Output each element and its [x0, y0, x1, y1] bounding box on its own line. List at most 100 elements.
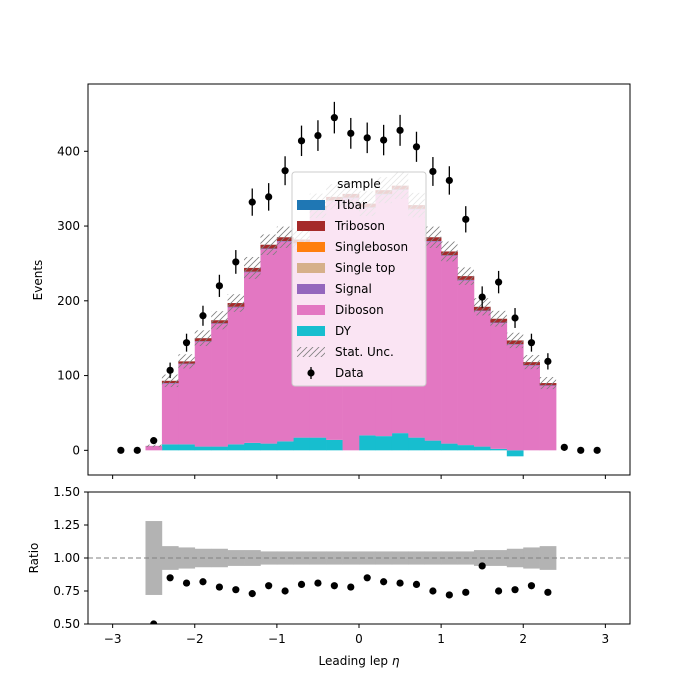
bar	[473, 311, 491, 447]
data-point	[314, 131, 322, 140]
data-point	[495, 278, 503, 286]
bar	[523, 365, 540, 451]
ratio-x-ticks: −3 −2 −1 0 1 2 3	[104, 624, 609, 646]
legend-swatch	[297, 326, 325, 336]
bar	[145, 445, 163, 451]
legend-item: Singleboson	[297, 240, 408, 254]
legend-item: Signal	[297, 282, 372, 296]
legend-swatch	[297, 221, 325, 231]
stat-unc-band	[161, 374, 179, 388]
legend-item: Ttbar	[297, 198, 367, 212]
legend-label: Single top	[335, 261, 395, 275]
x-tick-label: 3	[602, 632, 610, 646]
x-tick-label: 1	[437, 632, 445, 646]
y-tick-label: 400	[57, 144, 80, 158]
ratio-unc-band	[293, 551, 311, 565]
main-x-ticks	[112, 475, 606, 479]
data-point	[166, 366, 174, 374]
ratio-points	[150, 562, 552, 624]
x-axis-label-text: Leading lep	[319, 654, 392, 668]
ratio-point	[462, 588, 470, 596]
bar	[326, 439, 343, 451]
ratio-point	[297, 580, 306, 589]
bar	[506, 344, 524, 451]
bar	[178, 444, 196, 451]
data-point	[150, 437, 158, 445]
data-point	[462, 215, 470, 223]
stat-unc-band	[539, 376, 557, 390]
data-point	[199, 312, 207, 320]
stat-unc-band	[457, 267, 474, 285]
y-tick-label: 0.75	[53, 584, 80, 598]
legend-item: Stat. Unc.	[297, 345, 394, 359]
bar	[457, 280, 475, 446]
bar	[227, 444, 245, 451]
stat-unc-band	[260, 234, 277, 256]
data-points	[117, 101, 601, 454]
data-point	[265, 193, 273, 201]
ratio-point	[478, 562, 486, 570]
legend-item: Data	[307, 366, 364, 380]
legend-swatch	[297, 305, 325, 315]
stat-unc-band	[441, 241, 458, 262]
bar	[227, 307, 245, 445]
bar	[194, 446, 212, 451]
legend-label: Signal	[335, 282, 372, 296]
ratio-point	[330, 582, 338, 590]
ratio-point	[281, 587, 289, 595]
data-point	[297, 137, 306, 145]
data-point	[560, 443, 568, 451]
ratio-point	[527, 582, 536, 590]
data-point	[445, 176, 453, 185]
data-point	[281, 167, 289, 175]
bar	[441, 255, 458, 444]
data-point	[215, 282, 223, 290]
data-point	[232, 258, 240, 266]
legend-swatch	[297, 200, 325, 210]
bar	[244, 272, 261, 443]
bar	[293, 437, 311, 451]
bar	[260, 249, 278, 444]
ratio-point	[363, 574, 371, 582]
bar	[391, 433, 409, 451]
legend-box	[291, 171, 427, 387]
y-tick-label: 100	[57, 369, 80, 383]
x-tick-label: −3	[104, 632, 122, 646]
bar	[194, 341, 212, 447]
ratio-point	[495, 587, 503, 595]
bar	[473, 446, 491, 451]
ratio-unc-band	[309, 551, 327, 565]
ratio-y-ticks: 0.50 0.75 1.00 1.25 1.50	[53, 485, 88, 631]
main-panel: 0 100 200 300 400 Events sample Ttbar Triboson…	[31, 83, 631, 479]
bar	[211, 446, 228, 451]
stat-unc-band	[506, 332, 524, 349]
series-dy	[161, 433, 524, 457]
ratio-unc-band	[342, 551, 360, 565]
bar	[244, 442, 261, 451]
ratio-point	[429, 587, 437, 595]
bar	[309, 437, 327, 451]
x-axis-label: Leading lep η	[319, 654, 400, 668]
bar	[424, 241, 442, 441]
main-y-ticks: 0 100 200 300 400	[57, 144, 88, 457]
ratio-point	[199, 578, 207, 586]
y-tick-label: 300	[57, 219, 80, 233]
bar	[457, 445, 475, 451]
legend-label: Diboson	[335, 303, 384, 317]
stat-unc-band	[178, 354, 195, 369]
stat-unc-band	[424, 226, 442, 248]
ratio-point	[265, 582, 273, 590]
stat-unc-band	[276, 226, 294, 248]
stat-unc-band	[523, 355, 540, 370]
ratio-point	[248, 590, 256, 598]
bar	[408, 437, 425, 451]
ratio-point	[232, 586, 240, 594]
ratio-point	[445, 591, 453, 599]
bar	[375, 436, 393, 451]
bar	[276, 441, 294, 451]
ratio-y-axis-label: Ratio	[27, 543, 41, 574]
legend-item: Triboson	[297, 219, 385, 233]
bar	[506, 450, 524, 457]
stat-unc-band	[194, 330, 212, 347]
